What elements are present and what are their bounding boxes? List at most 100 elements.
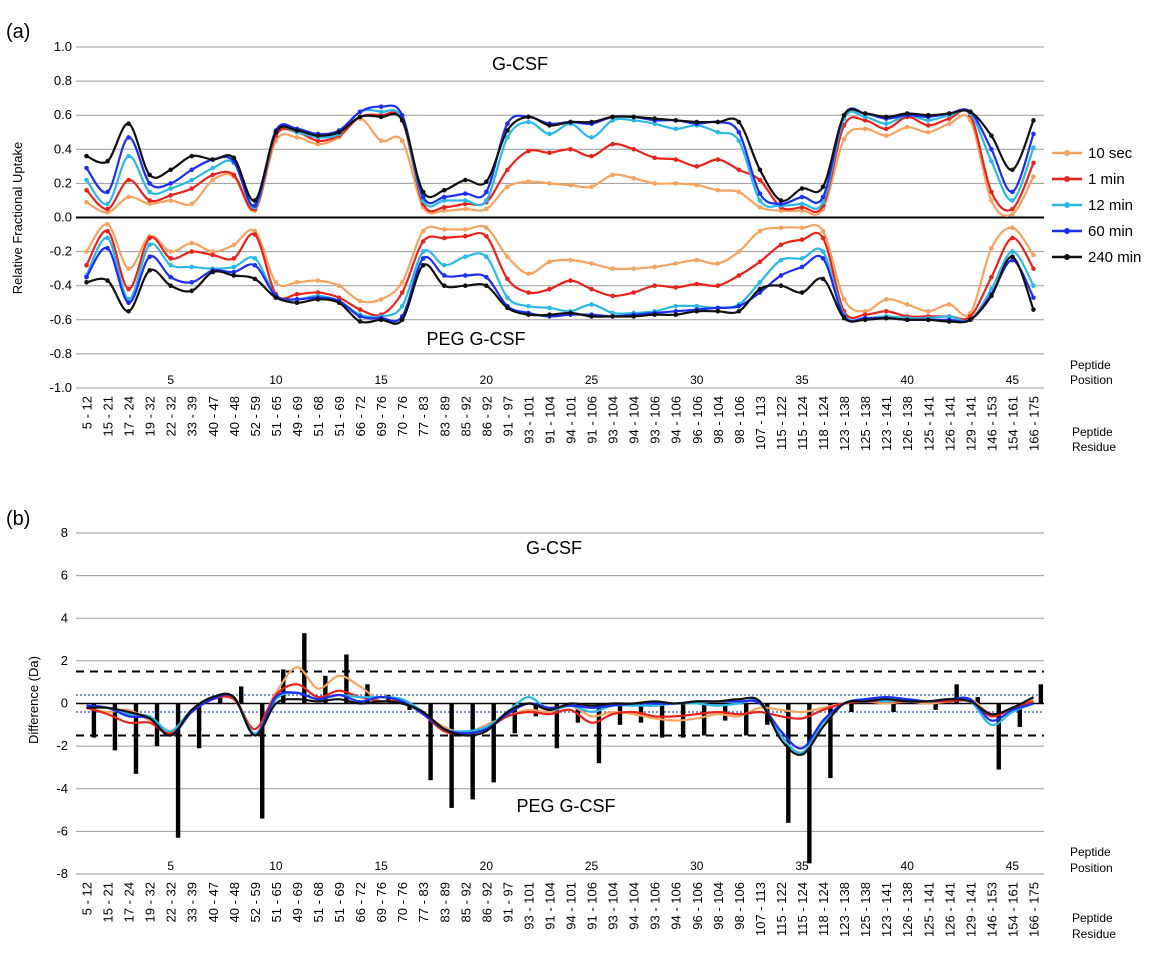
position-tick-label: 30 (690, 373, 704, 387)
residue-tick-label: 146 - 153 (984, 882, 999, 937)
data-point (631, 114, 636, 120)
data-point (420, 228, 426, 234)
position-tick-label: 45 (1006, 373, 1020, 387)
data-point (189, 177, 195, 183)
data-point (715, 187, 721, 193)
data-point (399, 138, 405, 144)
data-point (505, 295, 510, 300)
difference-series-line (86, 691, 1034, 754)
residue-tick-label: 66 - 72 (353, 882, 368, 922)
data-point (799, 208, 805, 213)
residue-tick-label: 40 - 47 (206, 882, 221, 922)
residue-tick-label: 125 - 141 (921, 396, 936, 451)
data-point (589, 286, 594, 292)
data-point (126, 177, 131, 183)
data-point (420, 194, 426, 200)
data-point (1010, 189, 1015, 195)
data-point (736, 119, 742, 125)
residue-tick-label: 107 - 113 (753, 882, 768, 936)
panel-a-y-tick-label: 0.0 (54, 210, 72, 225)
panel-b-label: (b) (6, 508, 30, 530)
data-point (378, 109, 384, 115)
data-point (505, 128, 510, 133)
data-point (989, 274, 994, 280)
data-point (631, 118, 636, 123)
panel-a-y-tick-label: -0.4 (50, 278, 72, 293)
difference-bar (1017, 703, 1022, 727)
data-point (126, 194, 131, 200)
data-point (252, 256, 258, 261)
legend-swatch-marker (1064, 150, 1070, 156)
data-point (799, 194, 805, 200)
data-point (673, 303, 679, 309)
data-point (925, 308, 931, 314)
data-point (441, 273, 447, 278)
data-point (294, 297, 300, 302)
data-point (841, 297, 847, 302)
residue-tick-label: 129 - 141 (963, 396, 978, 451)
data-point (420, 239, 426, 244)
data-point (147, 201, 152, 207)
data-point (210, 177, 216, 183)
difference-bar (701, 703, 707, 736)
data-point (189, 186, 195, 191)
data-point (210, 252, 216, 258)
data-point (841, 112, 847, 118)
data-point (715, 119, 721, 125)
data-point (736, 303, 742, 309)
data-point (862, 114, 868, 120)
data-point (947, 116, 952, 121)
residue-tick-label: 83 - 89 (437, 396, 452, 436)
data-point (189, 240, 195, 246)
data-point (631, 266, 636, 271)
series-line-bottom (86, 255, 1035, 325)
panel-a-label: (a) (6, 21, 30, 43)
data-point (799, 186, 805, 191)
data-point (841, 136, 847, 142)
data-point (820, 256, 826, 261)
panel-a-y-tick-label: 0.8 (54, 73, 72, 88)
residue-tick-label: 51 - 65 (269, 882, 284, 922)
residue-tick-label: 118 - 124 (816, 396, 831, 450)
difference-bar (470, 703, 475, 800)
difference-bar (260, 703, 265, 819)
residue-tick-label: 107 - 113 (753, 396, 768, 450)
data-point (610, 141, 615, 147)
data-point (1010, 206, 1015, 212)
difference-bar (891, 703, 896, 713)
panel-a-position-label-1: Peptide (1070, 358, 1111, 372)
data-point (357, 314, 363, 319)
residue-tick-label: 123 - 141 (879, 882, 894, 937)
data-point (568, 147, 573, 152)
data-point (231, 273, 237, 278)
residue-tick-label: 126 - 138 (900, 882, 915, 937)
position-tick-label: 10 (269, 373, 283, 387)
residue-tick-label: 93 - 106 (648, 396, 663, 444)
legend-label: 10 sec (1088, 145, 1133, 162)
data-point (505, 254, 510, 260)
data-point (399, 317, 405, 323)
data-point (505, 276, 510, 282)
data-point (610, 293, 615, 299)
data-point (610, 118, 615, 123)
data-point (989, 158, 994, 164)
data-point (757, 191, 763, 196)
data-point (589, 119, 594, 125)
data-point (336, 300, 342, 306)
residue-tick-label: 52 - 59 (248, 396, 263, 436)
data-point (547, 150, 552, 156)
data-point (968, 109, 973, 115)
panel-b-residue-ticks: 5 - 12 15 - 21 17 - 24 19 - 32 22 - 32 33 - 3… (80, 882, 1042, 937)
data-point (463, 233, 468, 239)
difference-bar (91, 703, 97, 738)
residue-tick-label: 51 - 69 (332, 396, 347, 436)
data-point (231, 264, 237, 270)
data-point (273, 279, 279, 285)
data-point (526, 271, 531, 277)
panel-a-y-tick-label: -1.0 (50, 380, 72, 395)
residue-tick-label: 123 - 138 (837, 396, 852, 451)
panel-b-position-ticks: 5 10 15 20 25 30 35 40 45 (167, 859, 1019, 873)
difference-bar (1038, 684, 1044, 704)
data-point (673, 181, 679, 186)
data-point (105, 222, 110, 227)
